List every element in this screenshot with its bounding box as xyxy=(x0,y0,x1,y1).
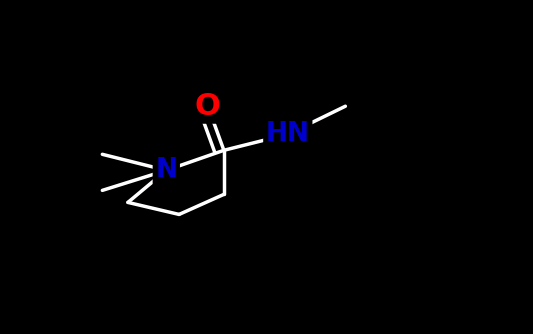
Text: N: N xyxy=(155,157,177,183)
Text: O: O xyxy=(195,92,221,121)
Text: HN: HN xyxy=(266,121,310,147)
